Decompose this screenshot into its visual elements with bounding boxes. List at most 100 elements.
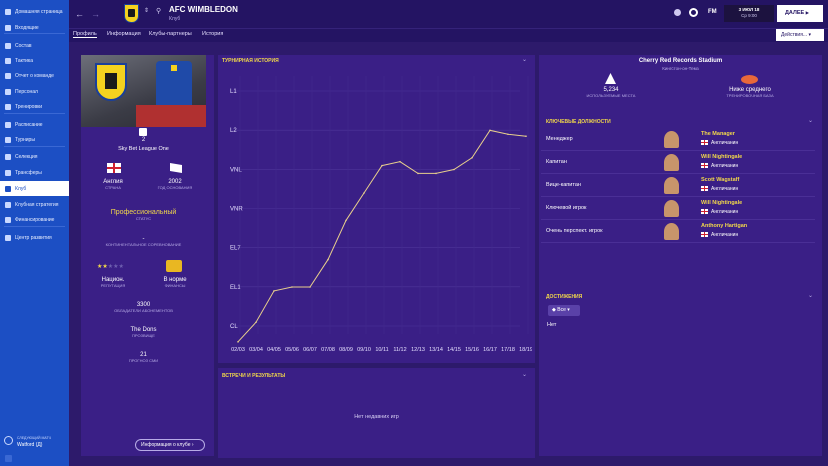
sidebar-item-3[interactable]: Тактика: [0, 53, 69, 68]
sidebar-item-10[interactable]: Трансферы: [0, 165, 69, 180]
nationality: Англичанин: [701, 140, 738, 146]
sidebar-item-label: Домашняя страница: [15, 8, 63, 15]
back-icon[interactable]: ←: [75, 9, 84, 19]
y-tick-label: EL1: [230, 285, 241, 291]
nav-icon: [5, 169, 11, 176]
sort-icon[interactable]: ⇕: [144, 8, 150, 14]
actions-dropdown[interactable]: Действия... ▾: [776, 29, 824, 41]
nav-icon: [5, 42, 11, 49]
nationality-label: Англичанин: [711, 186, 739, 192]
search-icon[interactable]: ⚲: [156, 8, 162, 15]
data-point: [345, 219, 347, 222]
position-role: Вице-капитан: [546, 182, 581, 188]
position-row[interactable]: Ключевой игрок Will Nightingale Англичанин: [541, 197, 815, 220]
continental-label: КОНТИНЕНТАЛЬНОЕ СОРЕВНОВАНИЕ: [105, 242, 182, 247]
projected-value: 21: [140, 352, 147, 358]
position-row[interactable]: Очень перспект. игрок Anthony Hartigan Анг…: [541, 220, 815, 243]
country-value: Англия: [103, 179, 123, 185]
data-point: [507, 133, 509, 136]
sidebar-item-11[interactable]: Клуб: [0, 181, 69, 196]
filter-icon: ◆: [552, 307, 556, 313]
avatar: [664, 223, 679, 240]
club-crest-icon: [124, 4, 139, 23]
sidebar-item-1[interactable]: Входящие: [0, 20, 69, 35]
tab-partners[interactable]: Клубы-партнеры: [149, 31, 192, 37]
person-name[interactable]: The Manager: [701, 131, 735, 137]
sidebar-item-2[interactable]: Состав: [0, 38, 69, 53]
chevron-down-icon[interactable]: ⌄: [522, 372, 528, 378]
continue-button[interactable]: ДАЛЕЕ ▶: [777, 5, 823, 22]
next-match-label: СЛЕДУЮЩИЙ МАТЧ: [17, 436, 51, 440]
achievements-title[interactable]: ДОСТИЖЕНИЯ: [546, 294, 583, 300]
next-match[interactable]: Watford (Д): [17, 442, 43, 448]
sidebar-item-0[interactable]: Домашняя страница: [0, 4, 69, 19]
chevron-down-icon[interactable]: ⌄: [808, 293, 814, 299]
position-row[interactable]: Капитан Will Nightingale Англичанин: [541, 151, 815, 174]
data-point: [309, 286, 311, 288]
tab-info[interactable]: Информация: [107, 31, 141, 37]
y-tick-label: VNL: [230, 167, 242, 173]
sidebar-item-9[interactable]: Селекция: [0, 149, 69, 164]
person-name[interactable]: Scott Wagstaff: [701, 177, 740, 183]
positions-title[interactable]: КЛЮЧЕВЫЕ ДОЛЖНОСТИ: [546, 119, 611, 125]
position-row[interactable]: Менеджер The Manager Англичанин: [541, 128, 815, 151]
nationality-label: Англичанин: [711, 163, 739, 169]
sidebar-item-14[interactable]: Центр развития: [0, 230, 69, 245]
sidebar-item-4[interactable]: Отчет о команде: [0, 68, 69, 83]
avatar: [664, 177, 679, 194]
seats-icon: [605, 73, 616, 84]
y-tick-label: VNR: [230, 207, 243, 213]
tab-history[interactable]: История: [202, 31, 224, 37]
forward-icon[interactable]: →: [91, 9, 100, 19]
person-name[interactable]: Will Nightingale: [701, 200, 743, 206]
nav-icon: [5, 88, 11, 95]
shirt-icon[interactable]: [674, 9, 681, 16]
data-point: [471, 156, 473, 159]
continental-value: -: [142, 236, 145, 242]
sidebar-item-13[interactable]: Финансирование: [0, 212, 69, 227]
fixtures-title[interactable]: ВСТРЕЧИ И РЕЗУЛЬТАТЫ: [222, 373, 286, 379]
sidebar-item-7[interactable]: Расписание: [0, 117, 69, 132]
sidebar-item-5[interactable]: Персонал: [0, 84, 69, 99]
nav-icon: [5, 121, 11, 128]
stadium-location: Кингстон-он-Темз: [662, 66, 699, 71]
fm-menu[interactable]: FM: [708, 9, 717, 15]
sidebar-item-label: Персонал: [15, 88, 38, 95]
tab-bar: [69, 28, 828, 42]
x-tick-label: 07/08: [321, 347, 335, 353]
chevron-down-icon[interactable]: ⌄: [522, 57, 528, 63]
nav-divider: [4, 226, 65, 227]
x-tick-label: 04/05: [267, 347, 281, 353]
projected: 21 ПРОГНОЗ СМИ: [81, 352, 206, 363]
stadium-name[interactable]: Cherry Red Records Stadium: [638, 58, 723, 64]
x-tick-label: 02/03: [231, 347, 245, 353]
x-tick-label: 18/19: [519, 347, 532, 353]
history-title[interactable]: ТУРНИРНАЯ ИСТОРИЯ: [222, 58, 279, 64]
club-subtitle: Клуб: [169, 16, 181, 22]
capacity: 5,234 ИСПОЛЬЗУЕМЫЕ МЕСТА: [581, 87, 641, 98]
nickname-value: The Dons: [130, 327, 157, 333]
crest-large-icon: [95, 63, 127, 101]
league-name[interactable]: Sky Bet League One: [118, 146, 169, 152]
nationality: Англичанин: [701, 232, 738, 238]
sidebar-item-8[interactable]: Турниры: [0, 132, 69, 147]
person-name[interactable]: Anthony Hartigan: [701, 223, 748, 229]
nav-icon: [5, 234, 11, 241]
y-tick-label: EL7: [230, 246, 241, 252]
achievements-filter[interactable]: ◆ Все ▾: [548, 305, 580, 316]
x-tick-label: 05/06: [285, 347, 299, 353]
person-name[interactable]: Will Nightingale: [701, 154, 743, 160]
sidebar-item-12[interactable]: Клубная стратегия: [0, 197, 69, 212]
collapse-icon[interactable]: [5, 455, 12, 462]
ball-icon[interactable]: [689, 8, 698, 17]
nav-icon: [5, 201, 11, 208]
tab-profile[interactable]: Профиль: [73, 31, 97, 38]
chevron-down-icon[interactable]: ⌄: [808, 118, 814, 124]
next-match-icon: [4, 436, 13, 445]
avatar: [664, 131, 679, 148]
sidebar-item-label: Состав: [15, 42, 32, 49]
date: 3 ИЮЛ 18: [738, 7, 760, 12]
position-row[interactable]: Вице-капитан Scott Wagstaff Англичанин: [541, 174, 815, 197]
club-info-button[interactable]: Информация о клубе ›: [135, 439, 205, 451]
sidebar-item-6[interactable]: Тренировки: [0, 99, 69, 114]
